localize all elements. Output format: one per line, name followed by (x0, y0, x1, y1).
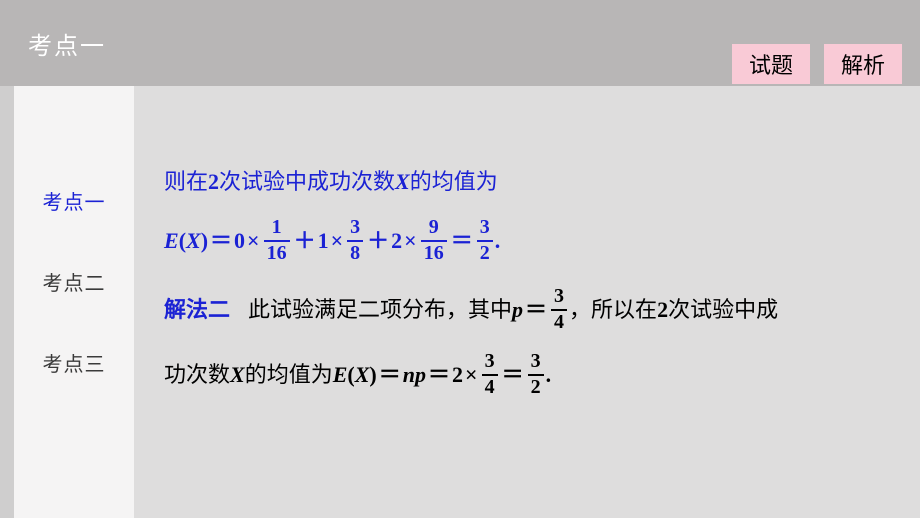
var-p: p (512, 292, 523, 327)
frac-3-4: 3 4 (551, 286, 567, 333)
sidebar-item-point-3[interactable]: 考点三 (14, 348, 134, 377)
frac-3-8: 3 8 (347, 217, 363, 264)
txt: 次试验中成功次数 (219, 164, 395, 199)
frac-den: 16 (264, 240, 290, 264)
side-edge (0, 86, 14, 518)
frac-num: 3 (528, 351, 544, 374)
frac-1-16: 1 16 (264, 217, 290, 264)
period: . (546, 357, 552, 392)
frac-num: 3 (482, 351, 498, 374)
sidebar: 考点一 考点二 考点三 (14, 86, 134, 518)
op-times: × (465, 357, 478, 392)
op-plus: ＋ (294, 223, 316, 258)
var-X: X (395, 164, 410, 199)
frac-3-2: 3 2 (528, 351, 544, 398)
paren-close: ) (369, 357, 376, 392)
var-X: X (355, 357, 370, 392)
frac-9-16: 9 16 (421, 217, 447, 264)
paren-close: ) (201, 223, 208, 258)
method-2-label: 解法二 (164, 292, 230, 327)
var-n: n (403, 357, 415, 392)
op-plus: ＋ (367, 223, 389, 258)
tab-analysis[interactable]: 解析 (824, 44, 902, 84)
frac-3-4: 3 4 (482, 351, 498, 398)
var-X: X (186, 223, 201, 258)
frac-den: 2 (477, 240, 493, 264)
period: . (495, 223, 501, 258)
txt: 此试验满足二项分布，其中 (248, 292, 512, 327)
op-eq: ＝ (379, 357, 401, 392)
txt: 则在 (164, 164, 208, 199)
op-times: × (247, 223, 260, 258)
text-line-3: 解法二 此试验满足二项分布，其中 p ＝ 3 4 ，所以在 2 次试验中成 (164, 286, 890, 333)
paren-open: ( (347, 357, 354, 392)
op-eq: ＝ (502, 357, 524, 392)
paren-open: ( (179, 223, 186, 258)
num-1: 1 (318, 223, 329, 258)
num-2: 2 (657, 292, 668, 327)
frac-num: 3 (477, 217, 493, 240)
sidebar-item-point-1[interactable]: 考点一 (14, 186, 134, 215)
var-X: X (230, 357, 245, 392)
frac-num: 3 (347, 217, 363, 240)
txt: 的均值为 (410, 164, 498, 199)
var-p: p (415, 357, 426, 392)
num-2: 2 (452, 357, 463, 392)
txt: 次试验中成 (668, 292, 778, 327)
txt: 功次数 (164, 357, 230, 392)
equation-1: E ( X ) ＝ 0 × 1 16 ＋ 1 × 3 8 ＋ 2 × 9 16 … (164, 217, 890, 264)
sidebar-item-point-2[interactable]: 考点二 (14, 267, 134, 296)
header-title: 考点一 (28, 26, 106, 61)
frac-num: 9 (426, 217, 442, 240)
op-times: × (404, 223, 417, 258)
frac-3-2: 3 2 (477, 217, 493, 264)
txt: 的均值为 (245, 357, 333, 392)
num-0: 0 (234, 223, 245, 258)
op-times: × (331, 223, 344, 258)
frac-den: 4 (551, 309, 567, 333)
frac-den: 16 (421, 240, 447, 264)
op-eq: ＝ (210, 223, 232, 258)
op-eq: ＝ (428, 357, 450, 392)
num-2: 2 (391, 223, 402, 258)
text-line-4: 功次数 X 的均值为 E ( X ) ＝ n p ＝ 2 × 3 4 ＝ 3 2… (164, 351, 890, 398)
text-line-1: 则在 2 次试验中成功次数 X 的均值为 (164, 164, 890, 199)
op-eq: ＝ (525, 292, 547, 327)
sym-E: E (333, 357, 348, 392)
frac-den: 4 (482, 374, 498, 398)
tabs-container: 试题 解析 (732, 44, 902, 84)
op-eq: ＝ (451, 223, 473, 258)
txt: ，所以在 (569, 292, 657, 327)
num-2: 2 (208, 164, 219, 199)
frac-num: 1 (269, 217, 285, 240)
tab-questions[interactable]: 试题 (732, 44, 810, 84)
frac-den: 8 (347, 240, 363, 264)
content-area: 则在 2 次试验中成功次数 X 的均值为 E ( X ) ＝ 0 × 1 16 … (134, 86, 920, 518)
frac-num: 3 (551, 286, 567, 309)
sym-E: E (164, 223, 179, 258)
frac-den: 2 (528, 374, 544, 398)
